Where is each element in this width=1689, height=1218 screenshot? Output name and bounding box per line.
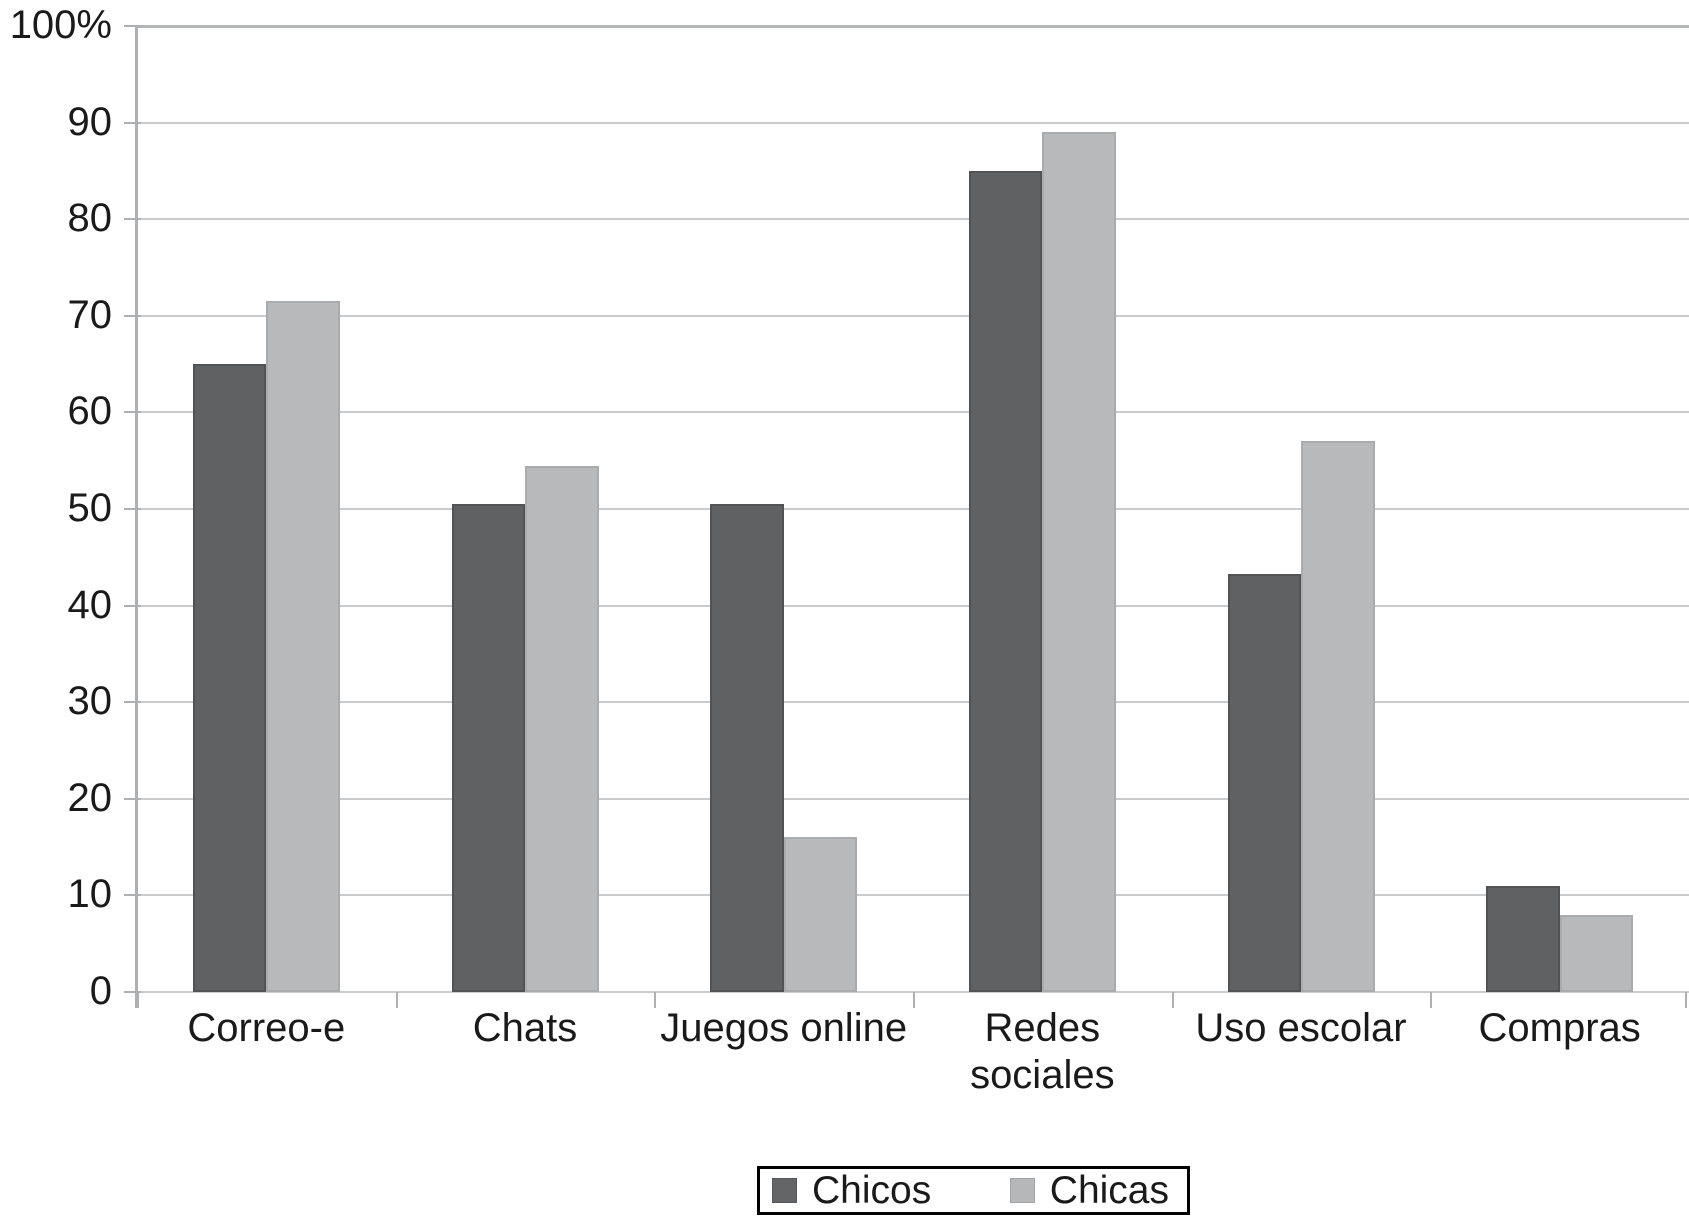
gridline-80 [137, 218, 1689, 221]
bar-chicas-3 [1042, 132, 1116, 992]
y-tick-100 [124, 25, 141, 27]
y-tick-0 [124, 991, 141, 993]
y-tick-90 [124, 121, 141, 124]
x-tick-4 [1171, 992, 1174, 1008]
y-axis-label-100: 100% [9, 3, 112, 47]
y-axis-label-80: 80 [67, 196, 113, 241]
bar-chicos-5 [1486, 885, 1560, 992]
gridline-20 [137, 797, 1689, 800]
y-axis-label-60: 60 [67, 389, 113, 434]
x-axis-label-2: Juegos online [660, 1006, 908, 1050]
y-axis-line [135, 26, 138, 1008]
gridline-10 [137, 894, 1689, 897]
bar-chicos-4 [1227, 573, 1301, 992]
gridline-60 [137, 411, 1689, 414]
bar-chicos-2 [710, 504, 784, 992]
y-tick-70 [124, 314, 141, 317]
bar-chicos-0 [192, 364, 267, 992]
legend-item-chicos: Chicos [772, 1169, 931, 1212]
y-tick-80 [124, 218, 141, 221]
y-axis-label-50: 50 [67, 486, 113, 530]
x-axis-label-4: Uso escolar [1195, 1006, 1407, 1050]
bar-chicas-0 [266, 301, 340, 992]
gridline-90 [137, 121, 1689, 124]
y-axis-label-10: 10 [67, 872, 113, 917]
legend-label-chicas: Chicas [1049, 1169, 1169, 1212]
x-axis-label-1: Chats [472, 1006, 578, 1050]
gridline-100 [137, 25, 1689, 28]
x-tick-1 [395, 992, 398, 1008]
x-axis-label-3: Redes sociales [970, 1006, 1115, 1097]
y-tick-60 [124, 411, 141, 414]
y-axis-label-20: 20 [67, 775, 113, 820]
legend-item-chicas: Chicas [1009, 1169, 1169, 1212]
x-axis-label-0: Correo-e [187, 1006, 346, 1050]
x-tick-2 [654, 992, 657, 1008]
y-tick-40 [124, 604, 141, 607]
y-axis-label-70: 70 [67, 292, 113, 337]
bar-chicas-1 [525, 465, 599, 992]
gridline-40 [137, 604, 1689, 607]
x-tick-3 [913, 992, 915, 1008]
legend-swatch-chicos [772, 1178, 797, 1203]
bar-chicas-2 [783, 837, 858, 992]
x-tick-0 [137, 992, 139, 1008]
y-axis-label-90: 90 [67, 99, 113, 144]
gridline-30 [137, 701, 1689, 704]
x-tick-6 [1685, 992, 1687, 1008]
gridline-70 [137, 314, 1689, 317]
gridline-50 [137, 508, 1689, 510]
bar-chicas-5 [1559, 914, 1634, 992]
bar-chicas-4 [1301, 441, 1375, 992]
y-axis-label-30: 30 [67, 679, 113, 724]
legend: Chicos Chicas [757, 1166, 1190, 1215]
y-tick-10 [124, 894, 141, 897]
legend-swatch-chicas [1009, 1178, 1035, 1203]
x-tick-5 [1430, 992, 1433, 1008]
y-axis-label-40: 40 [67, 582, 113, 627]
y-tick-50 [124, 508, 141, 510]
bar-chicos-3 [968, 170, 1043, 992]
legend-label-chicos: Chicos [812, 1169, 932, 1212]
y-tick-30 [124, 701, 141, 704]
y-tick-20 [124, 797, 141, 800]
x-axis-label-5: Compras [1478, 1006, 1641, 1050]
bar-chicos-1 [451, 504, 525, 992]
y-axis-label-0: 0 [89, 969, 112, 1013]
